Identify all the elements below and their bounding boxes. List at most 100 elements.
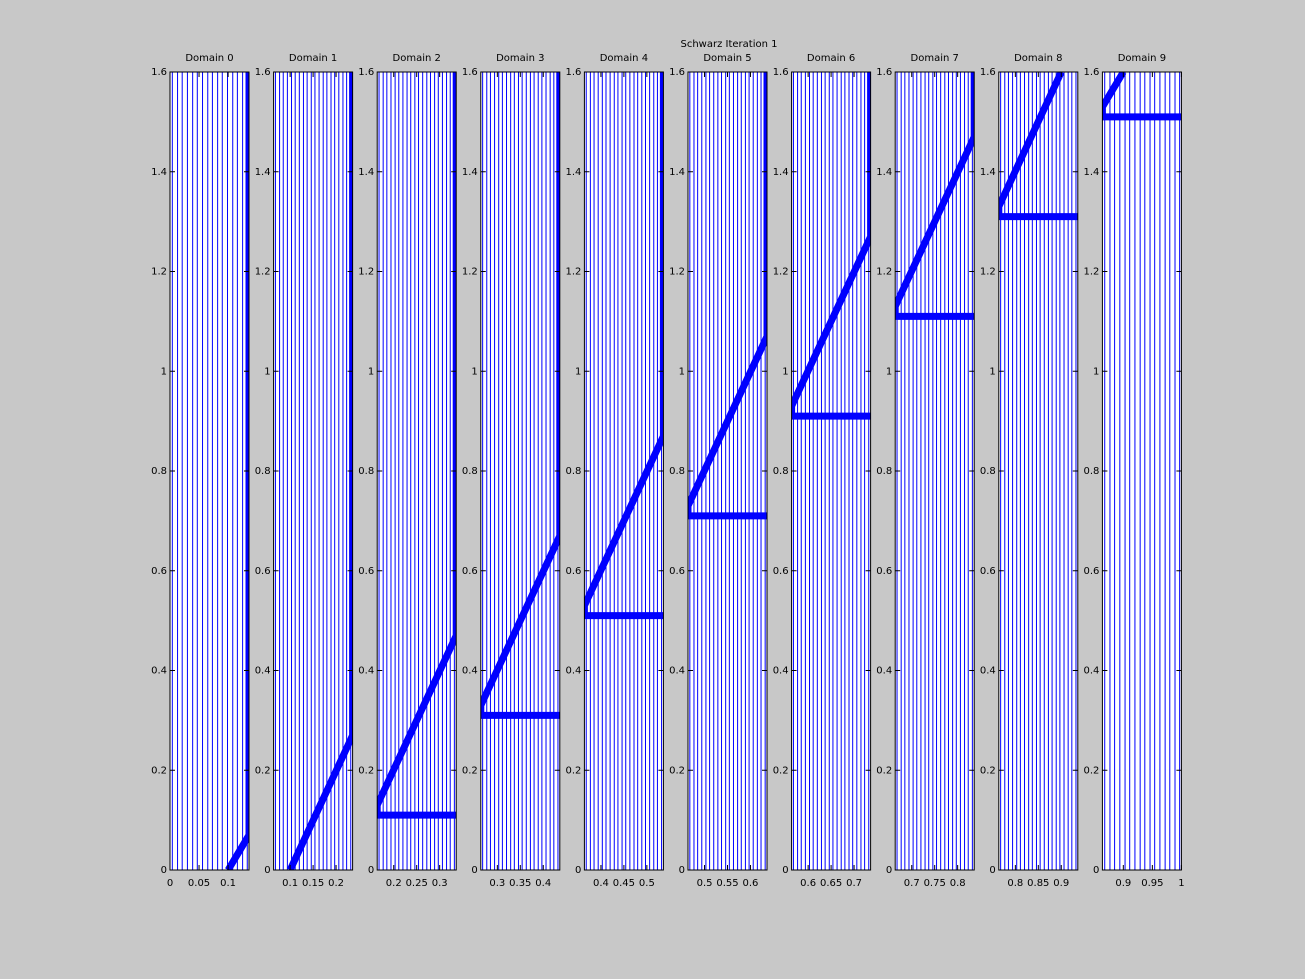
y-tick-label: 0.2 (669, 765, 685, 776)
y-tick-label: 0.4 (462, 666, 478, 677)
axes-title: Domain 2 (393, 53, 441, 64)
front-line (791, 72, 871, 420)
front-line (480, 72, 560, 719)
axes-background (170, 72, 249, 870)
axes-title: Domain 5 (703, 53, 751, 64)
y-tick-label: 1.2 (876, 267, 892, 278)
front-line (1102, 72, 1182, 121)
y-tick-label: 0 (679, 865, 685, 876)
x-tick-label: 0.9 (1115, 878, 1131, 889)
axes-background (273, 72, 353, 870)
x-tick-label: 0.1 (282, 878, 298, 889)
y-tick-label: 0.2 (876, 765, 892, 776)
y-tick-label: 1 (575, 366, 581, 377)
y-tick-label: 1 (782, 366, 788, 377)
y-tick-label: 0.6 (151, 566, 167, 577)
axes-background (480, 72, 560, 870)
x-tick-label: 0.5 (697, 878, 713, 889)
y-tick-label: 1.4 (255, 167, 271, 178)
y-tick-label: 1.2 (151, 267, 167, 278)
y-tick-label: 0 (264, 865, 270, 876)
x-tick-label: 0.65 (820, 878, 842, 889)
front-line (377, 72, 457, 819)
y-tick-label: 0.4 (565, 666, 581, 677)
y-tick-label: 1.6 (255, 67, 271, 78)
y-tick-label: 0.6 (980, 566, 996, 577)
y-tick-label: 0.6 (773, 566, 789, 577)
y-tick-label: 0.2 (565, 765, 581, 776)
axes-title: Domain 1 (289, 53, 337, 64)
y-tick-label: 0.8 (773, 466, 789, 477)
y-tick-label: 0.6 (876, 566, 892, 577)
y-tick-label: 1.4 (876, 167, 892, 178)
x-tick-label: 0.25 (406, 878, 428, 889)
x-tick-label: 0.8 (950, 878, 966, 889)
y-tick-label: 1.4 (462, 167, 478, 178)
front-line (286, 72, 353, 870)
figure-title: Schwarz Iteration 1 (681, 39, 778, 50)
y-tick-label: 1.2 (358, 267, 374, 278)
y-tick-label: 1 (161, 366, 167, 377)
axes-background (1102, 72, 1182, 870)
front-line (225, 72, 249, 870)
y-tick-label: 0.4 (151, 666, 167, 677)
x-tick-label: 0.85 (1027, 878, 1049, 889)
x-tick-label: 0.95 (1141, 878, 1163, 889)
y-tick-label: 0.2 (1083, 765, 1099, 776)
axes-background (998, 72, 1078, 870)
y-tick-label: 1.6 (462, 67, 478, 78)
y-tick-label: 1.4 (773, 167, 789, 178)
y-tick-label: 1.6 (1083, 67, 1099, 78)
x-tick-label: 0.9 (1053, 878, 1069, 889)
y-tick-label: 0.2 (980, 765, 996, 776)
y-tick-label: 1.6 (565, 67, 581, 78)
y-tick-label: 0.8 (565, 466, 581, 477)
y-tick-label: 1 (886, 366, 892, 377)
x-tick-label: 0.7 (904, 878, 920, 889)
axes-title: Domain 0 (185, 53, 233, 64)
front-line (895, 72, 975, 320)
x-tick-label: 0.2 (386, 878, 402, 889)
y-tick-label: 1.4 (980, 167, 996, 178)
x-tick-label: 0.7 (846, 878, 862, 889)
front-line (688, 72, 767, 520)
front-line (584, 72, 664, 620)
x-tick-label: 0.3 (432, 878, 448, 889)
y-tick-label: 0.6 (462, 566, 478, 577)
y-tick-label: 0.4 (1083, 666, 1099, 677)
y-tick-label: 0.2 (773, 765, 789, 776)
y-tick-label: 1.4 (151, 167, 167, 178)
axes-background (377, 72, 457, 870)
axes-background (584, 72, 664, 870)
x-tick-label: 0.3 (489, 878, 505, 889)
x-tick-label: 0.2 (328, 878, 344, 889)
axes-title: Domain 4 (600, 53, 648, 64)
y-tick-label: 0.6 (358, 566, 374, 577)
y-tick-label: 1.4 (358, 167, 374, 178)
axes-background (791, 72, 871, 870)
axes-title: Domain 8 (1014, 53, 1062, 64)
x-tick-label: 0.4 (593, 878, 609, 889)
x-tick-label: 0.05 (188, 878, 210, 889)
y-tick-label: 0 (886, 865, 892, 876)
y-tick-label: 0.2 (358, 765, 374, 776)
y-tick-label: 1.6 (358, 67, 374, 78)
axes-title: Domain 7 (911, 53, 959, 64)
y-tick-label: 0.4 (773, 666, 789, 677)
y-tick-label: 1 (368, 366, 374, 377)
y-tick-label: 0.8 (980, 466, 996, 477)
x-tick-label: 0 (167, 878, 173, 889)
y-tick-label: 1.4 (669, 167, 685, 178)
y-tick-label: 1 (679, 366, 685, 377)
y-tick-label: 0.4 (980, 666, 996, 677)
y-tick-label: 1.2 (1083, 267, 1099, 278)
x-tick-label: 0.5 (639, 878, 655, 889)
y-tick-label: 0.6 (1083, 566, 1099, 577)
x-tick-label: 0.8 (1007, 878, 1023, 889)
x-tick-label: 0.15 (302, 878, 324, 889)
y-tick-label: 0.8 (462, 466, 478, 477)
axes-background (688, 72, 767, 870)
y-tick-label: 0.8 (876, 466, 892, 477)
x-tick-label: 0.35 (509, 878, 531, 889)
y-tick-label: 1.6 (669, 67, 685, 78)
